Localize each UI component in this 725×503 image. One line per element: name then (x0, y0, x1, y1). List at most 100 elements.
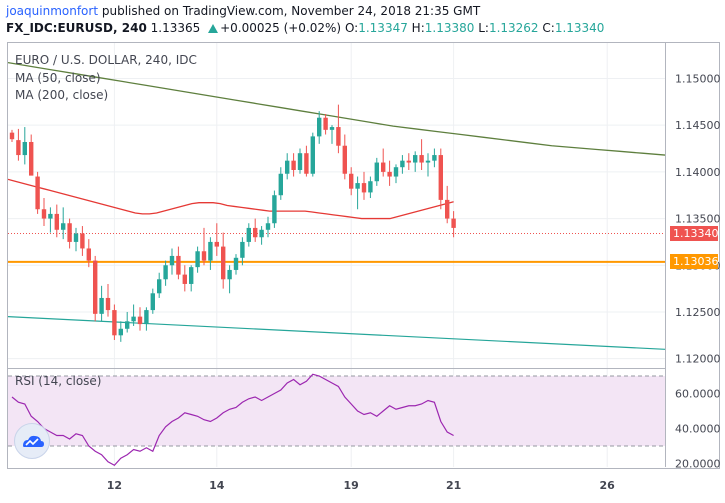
candle-body (221, 246, 226, 280)
candle-body (278, 173, 283, 196)
axes: 1.150001.145001.140001.135001.130001.125… (8, 43, 721, 492)
last-price-tag: 1.13340 (670, 226, 719, 242)
candle-body (400, 160, 405, 168)
candle-body (451, 218, 456, 228)
candle-body (9, 132, 15, 140)
candle-body (144, 310, 149, 325)
candle-body (336, 127, 341, 146)
close-label: C: (542, 21, 555, 35)
candle-body (329, 127, 335, 130)
ma50-legend[interactable]: MA (50, close) (15, 71, 101, 85)
candle-body (387, 171, 392, 177)
candle-body (16, 140, 21, 156)
candle-body (131, 316, 136, 322)
published-text: published on TradingView.com, November 2… (101, 4, 481, 18)
price-pane (8, 61, 665, 350)
open-value: 1.13347 (358, 21, 408, 35)
candle-body (67, 223, 72, 242)
low-value: 1.13262 (488, 21, 539, 35)
candle-body (157, 279, 162, 294)
candle-body (169, 255, 175, 266)
candle-body (137, 316, 143, 325)
candle-body (342, 145, 347, 174)
candle-body (413, 155, 418, 163)
change-value: +0.00025 (+0.02%) (220, 21, 342, 35)
rsi-tick-label: 60.0000 (675, 388, 721, 401)
close-value: 1.13340 (554, 21, 605, 35)
candle-body (22, 141, 27, 156)
candle-body (240, 241, 245, 258)
candle-body (112, 310, 117, 336)
chart-frame[interactable] (7, 42, 720, 469)
candle-body (73, 233, 79, 242)
tradingview-logo-icon[interactable] (14, 423, 50, 459)
rsi-legend[interactable]: RSI (14, close) (15, 374, 102, 388)
price-tick-label: 1.15000 (675, 72, 721, 85)
candle-body (99, 297, 104, 314)
ma50-line (8, 178, 454, 220)
ma200-legend[interactable]: MA (200, close) (15, 88, 109, 102)
candle-body (54, 213, 59, 230)
ma200-line (8, 61, 665, 156)
time-tick-label: 14 (209, 479, 225, 492)
candle-body (125, 321, 130, 329)
candle-body (195, 251, 200, 268)
rsi-band (8, 376, 665, 446)
trendline (8, 316, 665, 350)
candle-body (61, 223, 66, 230)
candle-body (214, 241, 219, 247)
candle-body (93, 260, 98, 314)
cloud-icon (23, 435, 44, 447)
candle-body (80, 233, 85, 249)
price-tick-label: 1.14000 (675, 166, 721, 179)
candle-body (291, 160, 296, 171)
candle-body (35, 176, 40, 210)
candle-body (432, 155, 437, 161)
candle-body (381, 162, 386, 172)
last-price-value: 1.13365 (150, 21, 201, 35)
author-link[interactable]: joaquinmonfort (6, 4, 99, 18)
candle-body (48, 213, 53, 219)
candle-body (374, 162, 379, 182)
candle-body (285, 160, 290, 174)
ohlc-line: FX_IDC:EURUSD, 240 1.13365 +0.00025 (+0.… (6, 21, 604, 35)
candle-body (227, 269, 232, 280)
rsi-tick-label: 20.0000 (675, 458, 721, 471)
candle-body (253, 227, 258, 238)
candle-body (272, 195, 277, 224)
candle-body (246, 227, 251, 242)
candle-body (438, 155, 443, 200)
candle-body (368, 181, 373, 193)
price-tick-label: 1.13500 (675, 213, 721, 226)
candle-body (86, 248, 91, 261)
triangle-up-icon (208, 24, 219, 33)
level-price-tag: 1.13036 (670, 254, 719, 270)
candle-body (317, 117, 322, 137)
rsi-line (11, 373, 454, 467)
candle-body (304, 153, 309, 174)
candle-body (445, 199, 450, 219)
price-tick-label: 1.12500 (675, 306, 721, 319)
candle-body (265, 223, 271, 230)
candle-body (233, 257, 239, 270)
candle-body (419, 155, 424, 163)
candle-body (297, 153, 303, 171)
rsi-tick-label: 40.0000 (675, 423, 721, 436)
candle-body (118, 328, 123, 336)
chart-title: EURO / U.S. DOLLAR, 240, IDC (15, 53, 197, 67)
candle-body (182, 274, 187, 284)
candle-body (150, 293, 155, 311)
high-value: 1.13380 (424, 21, 475, 35)
candle-body (176, 255, 181, 275)
high-label: H: (411, 21, 425, 35)
time-tick-label: 12 (107, 479, 122, 492)
candle-body (41, 209, 47, 219)
price-tick-label: 1.14500 (675, 119, 721, 132)
symbol-interval: FX_IDC:EURUSD, 240 (6, 21, 147, 35)
publish-line: joaquinmonfort published on TradingView.… (6, 4, 480, 18)
low-label: L: (478, 21, 489, 35)
time-tick-label: 19 (344, 479, 359, 492)
candle-body (406, 160, 411, 163)
candle-body (361, 183, 367, 193)
